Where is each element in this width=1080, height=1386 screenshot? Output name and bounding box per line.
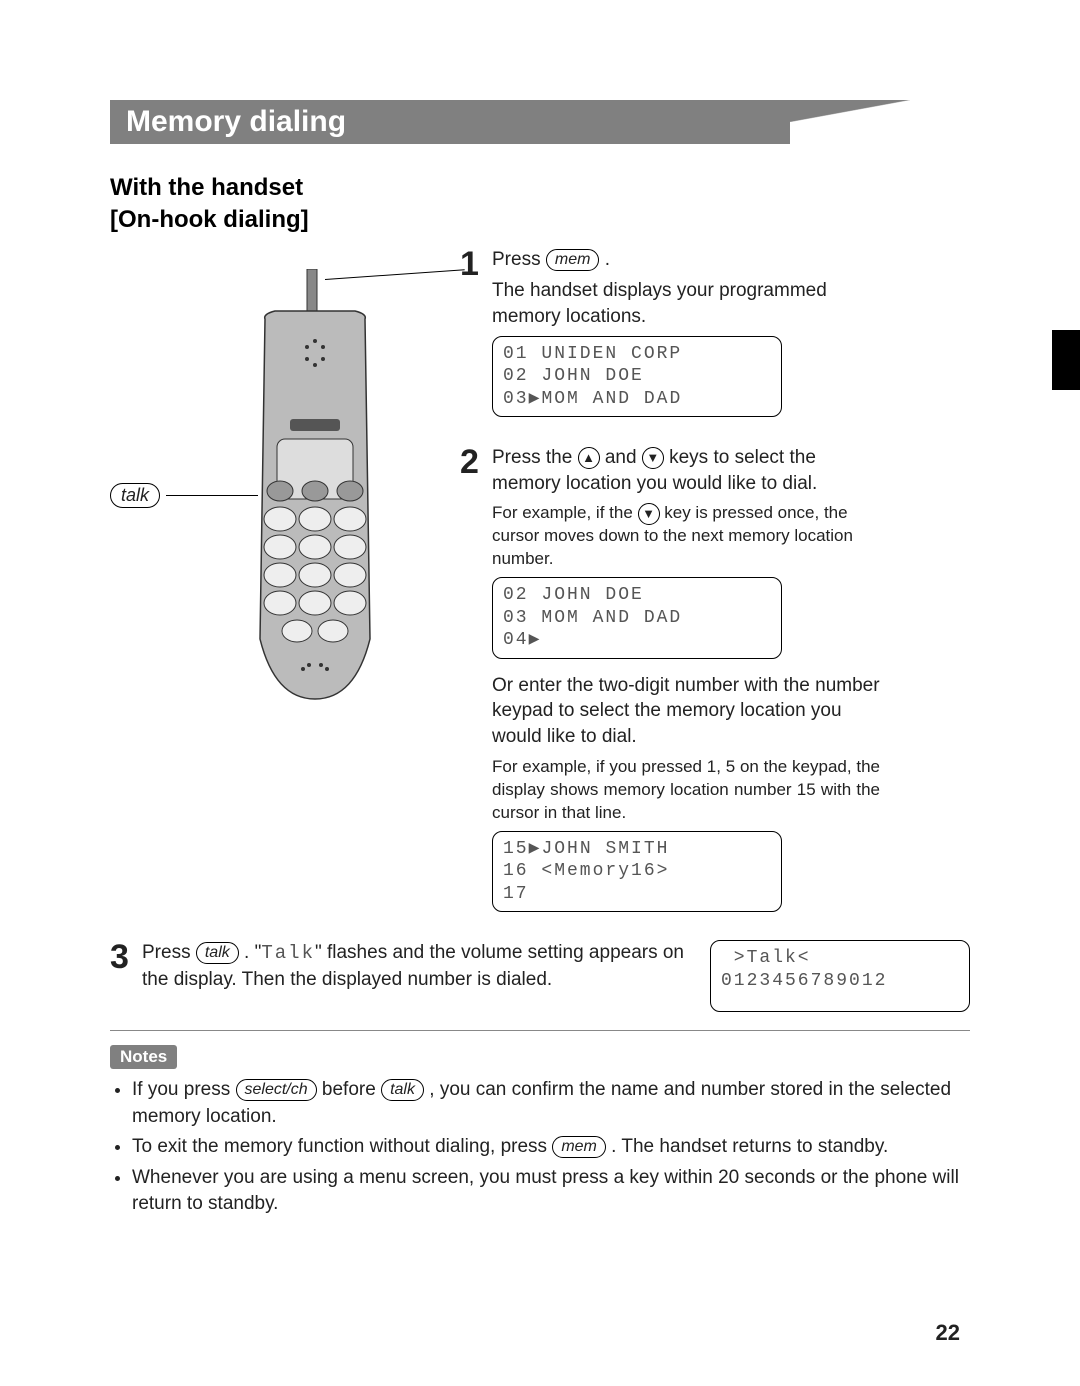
step-3-number: 3 (110, 940, 142, 974)
s3-mono: Talk (261, 942, 315, 964)
down-key-icon-2: ▼ (638, 503, 660, 525)
subhead-line2: [On-hook dialing] (110, 206, 309, 233)
note-2: To exit the memory function without dial… (132, 1134, 970, 1161)
subheading: With the handset [On-hook dialing] (110, 172, 970, 237)
n1-b: before (322, 1079, 381, 1100)
content-area: talk 1 Press mem . The handset displays … (110, 247, 970, 1218)
select-ch-button-label: select/ch (236, 1079, 317, 1101)
s3-text-a: Press (142, 942, 196, 963)
talk-button-label-2: talk (381, 1079, 424, 1101)
mem-button-label: mem (546, 249, 600, 271)
lcd-display-1: 01 UNIDEN CORP 02 JOHN DOE 03▶MOM AND DA… (492, 336, 782, 418)
step-2-body: Press the ▲ and ▼ keys to select the mem… (492, 445, 880, 926)
title-arrow-decor (790, 100, 910, 122)
notes-badge: Notes (110, 1045, 177, 1069)
step-3: 3 Press talk . "Talk" flashes and the vo… (110, 940, 970, 1012)
mem-button-label-2: mem (552, 1136, 606, 1158)
up-key-icon: ▲ (578, 447, 600, 469)
thumb-tab (1052, 330, 1080, 390)
n2-a: To exit the memory function without dial… (132, 1136, 552, 1157)
n2-b: . The handset returns to standby. (611, 1136, 888, 1157)
step-1: 1 Press mem . The handset displays your … (460, 247, 880, 431)
talk-callout-label: talk (110, 483, 160, 508)
notes-list: If you press select/ch before talk , you… (110, 1077, 970, 1218)
talk-callout-line (166, 495, 258, 496)
s1-text-b: . (605, 249, 610, 270)
s2-text-c-a: For example, if the (492, 503, 638, 522)
s2-text-e: For example, if you pressed 1, 5 on the … (492, 756, 880, 825)
note-1: If you press select/ch before talk , you… (132, 1077, 970, 1130)
step-3-body: Press talk . "Talk" flashes and the volu… (142, 940, 710, 992)
s2-text-d: Or enter the two-digit number with the n… (492, 673, 880, 750)
s3-text-b: . " (244, 942, 261, 963)
step-2: 2 Press the ▲ and ▼ keys to select the m… (460, 445, 880, 926)
step-1-body: Press mem . The handset displays your pr… (492, 247, 880, 431)
steps-column: 1 Press mem . The handset displays your … (460, 247, 880, 926)
n1-a: If you press (132, 1079, 236, 1100)
subhead-line1: With the handset (110, 174, 303, 201)
s1-text-a: Press (492, 249, 546, 270)
lcd-display-3: 15▶JOHN SMITH 16 <Memory16> 17 (492, 831, 782, 913)
down-key-icon: ▼ (642, 447, 664, 469)
step-1-number: 1 (460, 247, 492, 431)
lcd-display-4: >Talk< 0123456789012 (710, 940, 970, 1012)
handset-illustration (235, 269, 395, 724)
talk-button-label: talk (196, 942, 239, 964)
section-title: Memory dialing (110, 100, 790, 144)
s1-text-c: The handset displays your programmed mem… (492, 278, 880, 329)
section-title-bar: Memory dialing (110, 100, 970, 144)
step-2-number: 2 (460, 445, 492, 926)
lcd-display-2: 02 JOHN DOE 03 MOM AND DAD 04▶ (492, 577, 782, 659)
page-number: 22 (936, 1320, 960, 1346)
s2-text-a: Press the (492, 447, 578, 468)
divider (110, 1030, 970, 1031)
s2-text-mid: and (605, 447, 642, 468)
note-3: Whenever you are using a menu screen, yo… (132, 1165, 970, 1218)
